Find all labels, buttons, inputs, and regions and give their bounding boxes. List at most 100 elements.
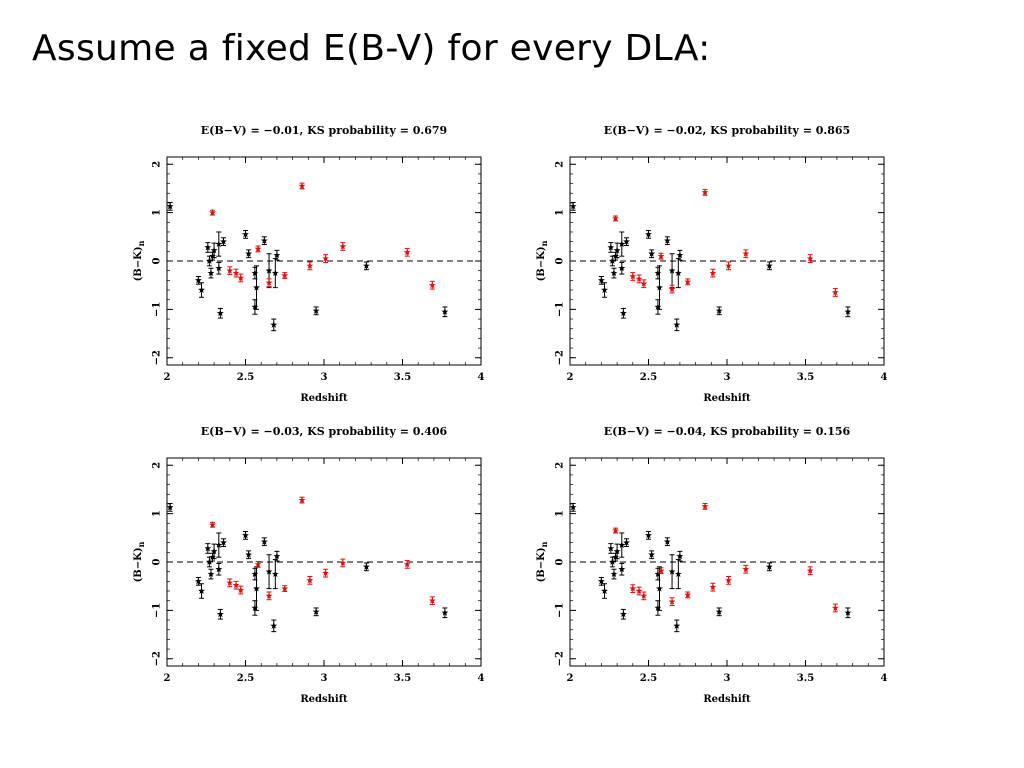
x-tick-label: 2.5 (237, 673, 254, 684)
red-data-point (265, 592, 273, 599)
x-tick-label: 3 (321, 372, 328, 383)
black-data-point (210, 547, 218, 555)
black-data-point (215, 264, 223, 272)
y-tick-label: 1 (555, 510, 566, 517)
red-data-point (254, 560, 262, 568)
black-data-point (648, 250, 656, 257)
x-axis-label: Redshift (703, 694, 751, 705)
x-tick-label: 2.5 (640, 673, 657, 684)
black-data-point (844, 609, 852, 616)
black-data-point (207, 269, 215, 277)
plot-frame (569, 156, 885, 366)
red-data-point (428, 597, 436, 604)
y-tick-label: 1 (152, 510, 163, 517)
y-tick-label: 0 (152, 558, 163, 565)
x-axis-label: Redshift (300, 393, 348, 404)
red-data-point (428, 281, 436, 289)
black-data-point (673, 321, 681, 328)
black-data-point (597, 276, 605, 284)
x-axis-label: Redshift (703, 393, 751, 404)
black-data-point (204, 544, 212, 552)
chart-panel-2: E(B−V) = −0.02, KS probability = 0.865 2 2… (536, 124, 888, 404)
red-data-point (635, 587, 643, 594)
red-data-point (806, 254, 814, 262)
black-data-point (242, 230, 249, 238)
x-tick-label: 3.5 (797, 372, 814, 383)
black-data-point (663, 237, 671, 244)
black-data-point (844, 308, 852, 315)
x-tick-label: 3.5 (394, 673, 411, 684)
black-data-point (441, 609, 449, 616)
y-tick-label: −1 (555, 302, 566, 317)
black-data-point (715, 608, 723, 615)
red-data-point (298, 182, 306, 189)
red-data-point (657, 252, 665, 260)
black-data-point (312, 307, 320, 314)
red-data-point (725, 576, 732, 584)
red-data-point (725, 262, 732, 269)
red-data-point (306, 576, 314, 584)
black-data-point (663, 538, 671, 545)
chart-panel-1: E(B−V) = −0.01, KS probability = 0.679 2 2… (133, 124, 485, 404)
chart-panel-4: E(B−V) = −0.04, KS probability = 0.156 2 2… (536, 425, 888, 705)
red-data-point (806, 567, 814, 574)
red-data-point (629, 272, 637, 280)
black-data-point (654, 269, 662, 277)
red-data-point (226, 267, 234, 274)
red-data-point (668, 285, 676, 292)
black-data-point (245, 250, 253, 257)
black-data-point (654, 604, 662, 611)
black-data-point (205, 558, 213, 565)
red-data-point (232, 269, 240, 277)
red-data-point (339, 559, 347, 566)
y-tick-label: −1 (152, 302, 163, 317)
plot-frame (569, 457, 885, 667)
red-data-point (635, 275, 643, 282)
black-data-point (216, 610, 224, 618)
red-data-point (684, 278, 692, 285)
black-data-point (251, 570, 259, 578)
black-data-point (253, 284, 260, 291)
y-tick-label: −2 (152, 651, 163, 666)
black-data-point (715, 307, 723, 314)
x-tick-label: 3 (724, 673, 731, 684)
x-tick-label: 3 (321, 673, 328, 684)
red-data-point (612, 214, 619, 222)
red-data-point (657, 567, 665, 574)
y-axis-label: (B−K)n (133, 541, 146, 582)
black-data-point (656, 284, 663, 291)
y-tick-label: 1 (152, 209, 163, 216)
y-axis-label-subscript: n (539, 240, 549, 246)
black-data-point (613, 246, 621, 254)
black-data-point (619, 309, 627, 317)
y-axis-label-main: (B−K) (536, 246, 547, 281)
black-data-point (668, 267, 676, 274)
x-tick-label: 2 (567, 673, 574, 684)
black-data-point (654, 303, 662, 310)
y-axis-label-subscript: n (136, 541, 146, 547)
red-data-point (742, 250, 750, 257)
x-tick-label: 2.5 (640, 372, 657, 383)
black-data-point (645, 230, 652, 238)
red-data-point (831, 604, 839, 611)
y-axis-label-subscript: n (539, 541, 549, 547)
red-data-point (322, 569, 329, 577)
red-data-point (281, 271, 289, 279)
y-axis-label-subscript: n (136, 240, 146, 246)
black-data-point (623, 238, 630, 245)
y-axis-label-main: (B−K) (536, 547, 547, 582)
black-data-point (220, 539, 227, 546)
black-data-point (618, 264, 626, 272)
black-data-point (166, 202, 174, 210)
black-data-point (209, 553, 216, 561)
black-data-point (601, 587, 608, 594)
black-data-point (623, 539, 630, 546)
slide-title: Assume a fixed E(B-V) for every DLA: (32, 28, 711, 69)
y-tick-label: −2 (152, 350, 163, 365)
y-tick-label: −2 (555, 651, 566, 666)
y-tick-label: 2 (152, 161, 163, 168)
red-data-point (339, 242, 347, 250)
red-data-point (709, 269, 717, 277)
black-data-point (619, 610, 627, 618)
x-tick-label: 4 (881, 372, 888, 383)
